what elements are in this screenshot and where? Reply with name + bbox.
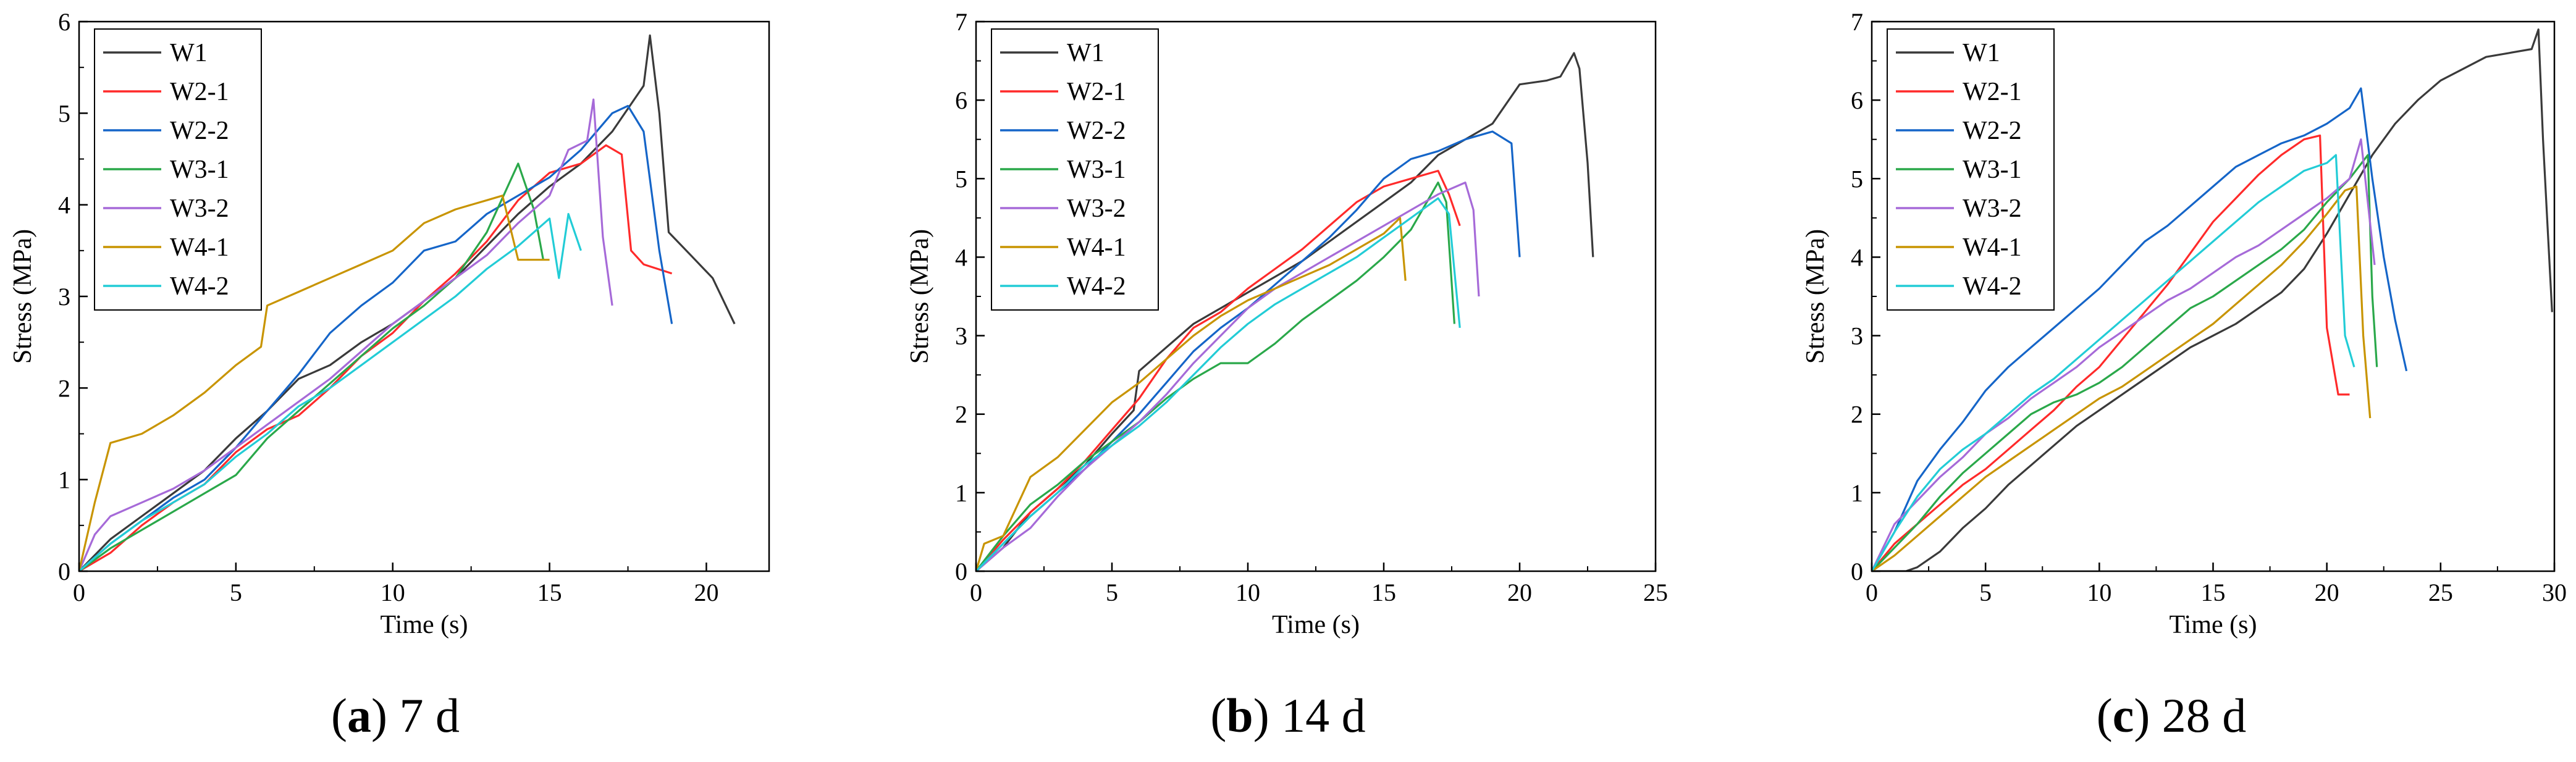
- series-line-w4-1: [976, 217, 1407, 571]
- chart-panel-14d: 0 5 10 15 20 25 0 1 2 3 4 5 6 7 Time (s) Stress (MPa) W1…: [906, 8, 1668, 639]
- y-tick-label: 7: [1851, 8, 1863, 36]
- y-tick-label: 2: [955, 401, 967, 429]
- legend-label-w3-1: W3-1: [1067, 156, 1126, 184]
- x-tick-label: 15: [537, 579, 562, 606]
- legend-label-w2-2: W2-2: [1963, 117, 2022, 145]
- y-axis-label: Stress (MPa): [1801, 229, 1830, 364]
- y-axis-label: Stress (MPa): [906, 229, 934, 364]
- legend-label-w3-2: W3-2: [170, 195, 229, 223]
- y-tick-label: 4: [955, 243, 967, 271]
- series-line-w4-2: [976, 197, 1461, 571]
- chart-panel-7d: 0 5 10 15 20 0 1 2 3 4 5 6 Time (s) Stress (MPa) W1 W2-…: [9, 8, 770, 639]
- series-line-w2-1: [1872, 134, 2350, 571]
- series-line-w2-2: [79, 104, 673, 571]
- x-tick-label: 25: [1643, 579, 1668, 606]
- y-tick-label: 5: [955, 165, 967, 193]
- legend-label-w1: W1: [1067, 39, 1105, 67]
- series-group: [79, 34, 736, 571]
- legend-label-w4-2: W4-2: [1963, 272, 2022, 301]
- series-line-w2-1: [976, 170, 1461, 571]
- legend-label-w2-2: W2-2: [1067, 117, 1126, 145]
- series-line-w2-2: [1872, 87, 2408, 571]
- x-axis-label: Time (s): [381, 611, 468, 639]
- y-tick-label: 4: [1851, 243, 1863, 271]
- legend-label-w3-2: W3-2: [1963, 195, 2022, 223]
- series-group: [1872, 28, 2553, 571]
- x-axis-label: Time (s): [1272, 611, 1360, 639]
- x-tick-label: 10: [1235, 579, 1260, 606]
- legend-label-w2-1: W2-1: [170, 78, 229, 106]
- legend-label-w3-1: W3-1: [1963, 156, 2022, 184]
- x-tick-label: 5: [1106, 579, 1118, 606]
- y-axis-label: Stress (MPa): [9, 229, 37, 364]
- series-line-w4-2: [1872, 154, 2355, 571]
- y-tick-label: 5: [58, 99, 70, 127]
- x-tick-label: 10: [381, 579, 405, 606]
- series-line-w1: [1872, 28, 2553, 571]
- legend-label-w2-1: W2-1: [1067, 78, 1126, 106]
- x-tick-label: 25: [2428, 579, 2453, 606]
- legend-label-w2-1: W2-1: [1963, 78, 2022, 106]
- x-tick-label: 20: [694, 579, 718, 606]
- y-tick-label: 3: [58, 283, 70, 311]
- y-tick-label: 1: [58, 466, 70, 494]
- legend-label-w4-1: W4-1: [170, 233, 229, 262]
- caption-a: (a) 7 d: [331, 689, 460, 742]
- legend-label-w2-2: W2-2: [170, 117, 229, 145]
- legend-label-w1: W1: [170, 39, 208, 67]
- y-tick-label: 2: [58, 374, 70, 402]
- series-line-w3-2: [1872, 138, 2376, 571]
- y-tick-label: 6: [58, 8, 70, 36]
- legend-label-w4-2: W4-2: [1067, 272, 1126, 301]
- y-tick-label: 2: [1851, 401, 1863, 429]
- series-line-w3-2: [79, 98, 613, 571]
- x-tick-label: 20: [1507, 579, 1532, 606]
- y-tick-label: 6: [1851, 86, 1863, 114]
- series-line-w1: [79, 34, 736, 571]
- legend-label-w1: W1: [1963, 39, 2000, 67]
- y-tick-label: 1: [1851, 479, 1863, 507]
- x-tick-label: 0: [970, 579, 982, 606]
- series-line-w3-1: [79, 162, 544, 571]
- x-tick-label: 20: [2315, 579, 2339, 606]
- x-axis-label: Time (s): [2170, 611, 2257, 639]
- legend-label-w4-2: W4-2: [170, 272, 229, 301]
- legend-label-w4-1: W4-1: [1067, 233, 1126, 262]
- x-tick-label: 15: [2201, 579, 2226, 606]
- chart-panel-28d: 0 5 10 15 20 25 30 0 1 2 3 4 5 6 7 Time (s) Stress (MPa)…: [1801, 8, 2567, 639]
- y-tick-label: 4: [58, 191, 70, 219]
- x-tick-label: 10: [2087, 579, 2111, 606]
- series-line-w3-1: [1872, 154, 2378, 571]
- series-line-w3-2: [976, 182, 1480, 571]
- series-group: [976, 52, 1594, 571]
- y-tick-label: 0: [1851, 558, 1863, 585]
- y-tick-label: 6: [955, 86, 967, 114]
- legend-label-w3-1: W3-1: [170, 156, 229, 184]
- y-tick-label: 1: [955, 479, 967, 507]
- legend-label-w4-1: W4-1: [1963, 233, 2022, 262]
- y-tick-label: 3: [1851, 322, 1863, 350]
- legend-label-w3-2: W3-2: [1067, 195, 1126, 223]
- x-tick-label: 0: [73, 579, 85, 606]
- caption-c: (c) 28 d: [2097, 689, 2247, 742]
- series-line-w2-2: [976, 130, 1521, 571]
- y-tick-label: 0: [58, 558, 70, 585]
- y-tick-label: 5: [1851, 165, 1863, 193]
- y-tick-label: 0: [955, 558, 967, 585]
- caption-b: (b) 14 d: [1210, 689, 1365, 742]
- x-tick-label: 5: [230, 579, 242, 606]
- series-line-w4-1: [1872, 185, 2372, 571]
- series-line-w4-2: [79, 212, 582, 571]
- y-tick-label: 7: [955, 8, 967, 36]
- y-tick-label: 3: [955, 322, 967, 350]
- x-tick-label: 30: [2542, 579, 2567, 606]
- x-tick-label: 5: [1979, 579, 1992, 606]
- series-line-w4-1: [79, 195, 550, 571]
- series-line-w1: [976, 52, 1594, 571]
- x-tick-label: 0: [1866, 579, 1878, 606]
- x-tick-label: 15: [1371, 579, 1396, 606]
- series-line-w3-1: [976, 182, 1455, 571]
